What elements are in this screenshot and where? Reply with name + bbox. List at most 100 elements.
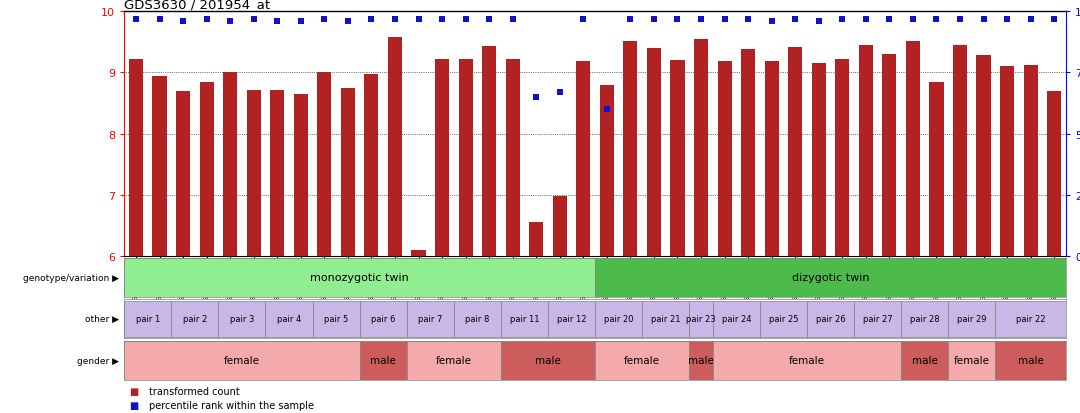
Text: pair 23: pair 23 — [686, 315, 716, 323]
Text: male: male — [370, 355, 396, 366]
Bar — [294, 95, 308, 256]
Bar — [152, 76, 166, 256]
Point — [1045, 17, 1063, 23]
Bar — [882, 55, 896, 256]
Point — [975, 17, 993, 23]
Text: pair 6: pair 6 — [372, 315, 395, 323]
Point — [551, 90, 568, 96]
Bar — [1048, 92, 1062, 256]
Bar — [599, 85, 613, 256]
Bar — [360, 341, 407, 380]
Bar — [270, 90, 284, 256]
Point — [692, 17, 710, 23]
Bar — [246, 90, 260, 256]
Bar — [129, 60, 143, 256]
Text: pair 20: pair 20 — [604, 315, 633, 323]
Point — [928, 17, 945, 23]
Text: pair 24: pair 24 — [721, 315, 751, 323]
Text: pair 7: pair 7 — [418, 315, 443, 323]
Bar — [200, 83, 214, 256]
Point — [269, 19, 286, 26]
Bar — [482, 47, 496, 256]
Text: pair 3: pair 3 — [230, 315, 254, 323]
Point — [528, 95, 545, 101]
Bar — [953, 46, 967, 256]
Bar — [1000, 67, 1014, 256]
Text: female: female — [789, 355, 825, 366]
Point — [315, 17, 333, 23]
Point — [292, 19, 309, 26]
Bar — [124, 258, 595, 297]
Point — [881, 17, 899, 23]
Bar — [435, 60, 449, 256]
Bar — [407, 301, 454, 337]
Point — [339, 19, 356, 26]
Point — [387, 17, 404, 23]
Text: pair 11: pair 11 — [510, 315, 539, 323]
Point — [175, 19, 192, 26]
Text: pair 27: pair 27 — [863, 315, 892, 323]
Bar — [694, 40, 708, 256]
Bar — [218, 301, 266, 337]
Bar — [765, 62, 779, 256]
Point — [410, 17, 428, 23]
Text: monozygotic twin: monozygotic twin — [310, 273, 409, 283]
Text: pair 21: pair 21 — [651, 315, 680, 323]
Bar — [312, 301, 360, 337]
Text: female: female — [954, 355, 989, 366]
Point — [858, 17, 875, 23]
Bar — [454, 301, 501, 337]
Bar — [760, 301, 807, 337]
Text: gender ▶: gender ▶ — [77, 356, 119, 365]
Bar — [501, 301, 548, 337]
Point — [127, 17, 145, 23]
Bar — [411, 250, 426, 256]
Text: pair 25: pair 25 — [769, 315, 798, 323]
Bar — [577, 62, 591, 256]
Bar — [318, 74, 332, 256]
Bar — [996, 301, 1066, 337]
Text: genotype/variation ▶: genotype/variation ▶ — [23, 273, 119, 282]
Text: pair 2: pair 2 — [183, 315, 207, 323]
Bar — [906, 42, 920, 256]
Text: ■: ■ — [130, 387, 139, 396]
Point — [834, 17, 851, 23]
Bar — [854, 301, 901, 337]
Point — [481, 17, 498, 23]
Bar — [266, 301, 312, 337]
Point — [433, 17, 450, 23]
Text: male: male — [1017, 355, 1043, 366]
Text: pair 12: pair 12 — [557, 315, 586, 323]
Point — [598, 107, 616, 113]
Text: female: female — [436, 355, 472, 366]
Text: pair 28: pair 28 — [909, 315, 940, 323]
Text: pair 8: pair 8 — [465, 315, 489, 323]
Bar — [788, 48, 802, 256]
Bar — [689, 341, 713, 380]
Text: pair 29: pair 29 — [957, 315, 986, 323]
Bar — [859, 46, 873, 256]
Point — [198, 17, 215, 23]
Bar — [595, 341, 689, 380]
Bar — [364, 74, 378, 256]
Bar — [901, 341, 948, 380]
Text: female: female — [224, 355, 260, 366]
Text: male: male — [688, 355, 714, 366]
Point — [786, 17, 804, 23]
Text: other ▶: other ▶ — [85, 315, 119, 323]
Bar — [553, 196, 567, 256]
Text: male: male — [535, 355, 561, 366]
Point — [669, 17, 686, 23]
Point — [740, 17, 757, 23]
Point — [762, 19, 780, 26]
Text: ■: ■ — [130, 400, 139, 410]
Point — [645, 17, 662, 23]
Bar — [948, 341, 996, 380]
Point — [810, 19, 827, 26]
Bar — [930, 83, 944, 256]
Bar — [595, 258, 1066, 297]
Bar — [623, 42, 637, 256]
Point — [1022, 17, 1039, 23]
Text: pair 4: pair 4 — [276, 315, 301, 323]
Bar — [671, 61, 685, 256]
